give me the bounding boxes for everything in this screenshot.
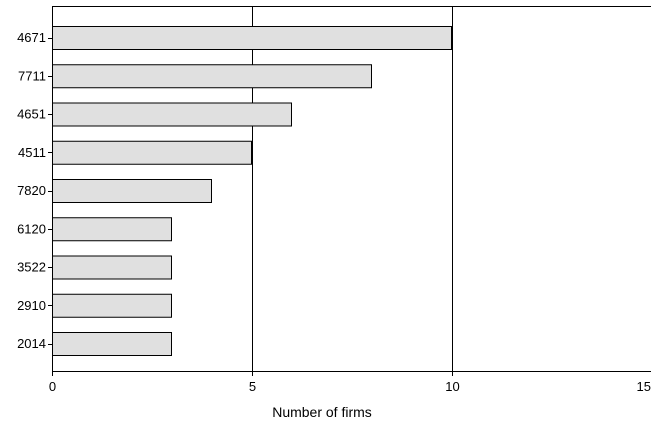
category-label-6120: 6120 xyxy=(17,221,46,236)
bar-7711 xyxy=(53,65,372,88)
category-label-7711: 7711 xyxy=(18,68,46,83)
x-tick-label-0: 0 xyxy=(49,379,56,394)
category-label-4651: 4651 xyxy=(17,107,46,122)
category-label-2014: 2014 xyxy=(17,336,46,351)
category-label-7820: 7820 xyxy=(17,183,46,198)
bar-4671 xyxy=(53,27,452,50)
bar-2014 xyxy=(53,333,172,356)
x-axis-title: Number of firms xyxy=(272,404,372,420)
y-axis-categories: 4671 7711 4651 4511 7820 6120 3522 2910 2014 xyxy=(17,30,52,351)
category-label-2910: 2910 xyxy=(17,298,46,313)
bar-7820 xyxy=(53,180,212,203)
bar-4511 xyxy=(53,141,252,164)
bar-2910 xyxy=(53,294,172,317)
bar-6120 xyxy=(53,218,172,241)
x-axis-ticks: 0 5 10 15 xyxy=(49,371,651,394)
bar-4651 xyxy=(53,103,292,126)
bar-3522 xyxy=(53,256,172,279)
category-label-3522: 3522 xyxy=(17,260,46,275)
x-tick-label-5: 5 xyxy=(249,379,256,394)
category-label-4671: 4671 xyxy=(17,30,46,45)
category-label-4511: 4511 xyxy=(18,145,46,160)
x-tick-label-10: 10 xyxy=(445,379,459,394)
x-tick-label-15: 15 xyxy=(637,379,651,394)
